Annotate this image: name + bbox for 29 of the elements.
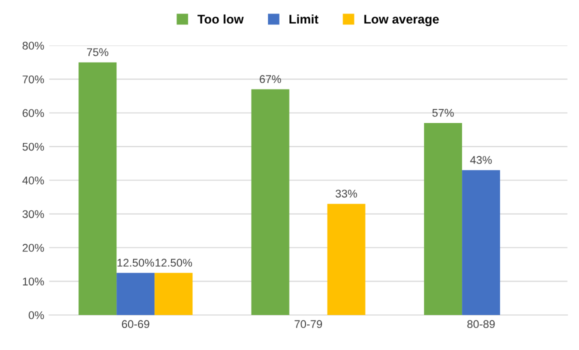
y-tick-label: 70%	[22, 75, 44, 84]
bar	[154, 272, 193, 315]
y-tick-label: 60%	[22, 109, 44, 118]
y-tick-label: 0%	[28, 311, 44, 320]
bar	[78, 62, 117, 315]
data-label: 75%	[87, 48, 108, 56]
bar	[116, 272, 155, 315]
y-tick-label: 80%	[22, 42, 44, 50]
y-tick-label: 20%	[22, 244, 44, 252]
legend-label: Limit	[290, 14, 318, 24]
data-label: 43%	[470, 156, 492, 164]
bar	[424, 122, 462, 315]
x-tick-label: 60-69	[122, 320, 150, 328]
data-label: 57%	[432, 108, 454, 117]
data-label: 12.50%	[118, 258, 154, 267]
y-tick-label: 30%	[22, 210, 44, 218]
bar	[251, 89, 290, 315]
bar	[462, 170, 500, 315]
bar	[327, 204, 366, 315]
legend-label: Too low	[198, 14, 244, 24]
y-tick-label: 50%	[22, 142, 44, 151]
y-tick-label: 40%	[22, 176, 44, 184]
data-label: 12.50%	[156, 258, 192, 267]
x-tick-label: 80-89	[467, 320, 495, 328]
legend-label: Low average	[364, 14, 439, 26]
data-label: 67%	[260, 75, 282, 84]
x-tick-label: 70-79	[294, 320, 322, 328]
data-label: 33%	[336, 190, 358, 198]
y-tick-label: 10%	[22, 278, 44, 286]
